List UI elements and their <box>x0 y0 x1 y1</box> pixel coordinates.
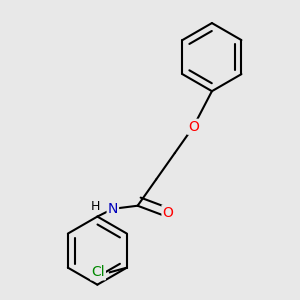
Text: Cl: Cl <box>91 265 105 279</box>
Text: H: H <box>91 200 101 213</box>
Text: O: O <box>163 206 173 220</box>
Text: O: O <box>188 120 199 134</box>
Text: N: N <box>108 202 118 216</box>
